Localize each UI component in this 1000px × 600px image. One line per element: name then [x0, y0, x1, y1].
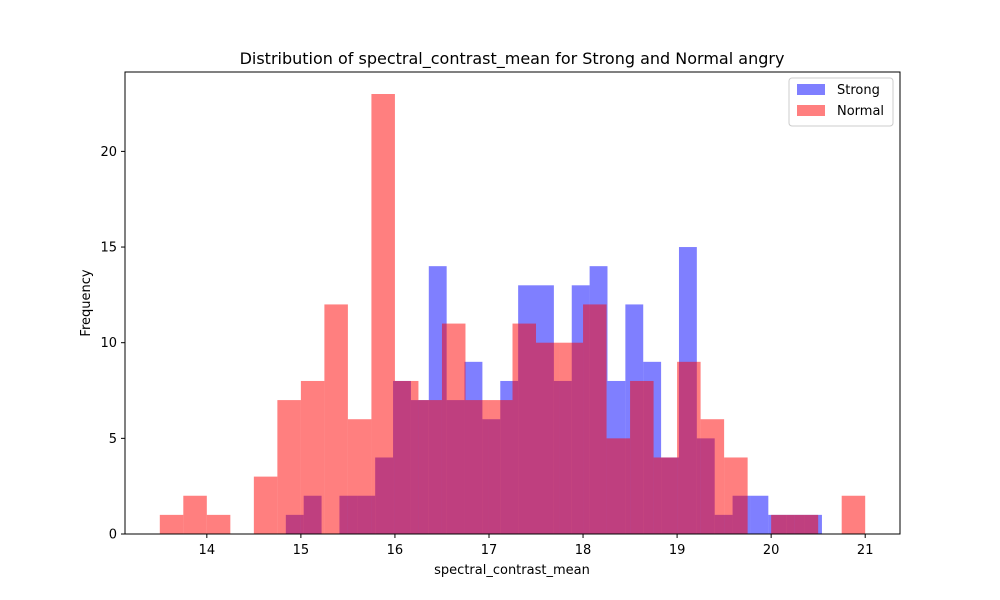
bar-normal-4: [253, 476, 278, 534]
bar-normal-6: [300, 380, 325, 534]
bar-normal-18: [583, 304, 607, 534]
bar-normal-21: [653, 457, 678, 534]
bar-normal-12: [441, 323, 466, 534]
bar-normal-23: [700, 419, 725, 534]
plot-frame: [124, 71, 901, 535]
y-axis: 0 5 10 15 20: [100, 145, 125, 543]
x-tick-label: 16: [387, 543, 404, 558]
bar-normal-10: [394, 380, 419, 534]
bar-normal-5: [277, 400, 301, 534]
legend: Strong Normal: [788, 77, 894, 127]
bar-normal-27: [794, 514, 819, 534]
bar-normal-7: [324, 304, 348, 534]
x-axis: 14 15 16 17 18 19 20 21: [199, 534, 874, 558]
bar-normal-17: [559, 342, 584, 534]
bar-normal-0: [159, 514, 184, 534]
y-tick-label: 0: [109, 528, 117, 543]
legend-label-strong: Strong: [837, 83, 880, 98]
x-axis-label: spectral_contrast_mean: [434, 563, 590, 578]
bar-normal-13: [465, 400, 489, 534]
bar-normal-16: [536, 342, 560, 534]
bar-normal-29: [841, 495, 866, 534]
series-normal: [159, 94, 866, 534]
bar-normal-20: [630, 380, 654, 534]
bar-normal-1: [183, 495, 207, 534]
bar-normal-8: [347, 419, 372, 534]
x-tick-label: 19: [669, 543, 686, 558]
y-tick-label: 20: [100, 145, 117, 160]
bar-normal-15: [512, 323, 537, 534]
x-tick-label: 14: [199, 543, 216, 558]
x-tick-label: 17: [481, 543, 498, 558]
bar-normal-9: [371, 94, 395, 534]
x-tick-label: 20: [763, 543, 780, 558]
legend-label-normal: Normal: [837, 104, 884, 119]
bar-normal-11: [418, 400, 442, 534]
x-tick-label: 15: [293, 543, 310, 558]
bar-normal-2: [206, 514, 231, 534]
y-tick-label: 10: [100, 336, 117, 351]
y-tick-label: 5: [109, 432, 117, 447]
bar-strong-26: [750, 495, 769, 534]
bar-normal-24: [724, 457, 748, 534]
y-tick-label: 15: [100, 241, 117, 256]
y-axis-label: Frequency: [79, 269, 94, 336]
legend-swatch-strong: [797, 84, 825, 95]
x-tick-label: 21: [857, 543, 874, 558]
bar-normal-19: [606, 438, 631, 534]
x-tick-label: 18: [575, 543, 592, 558]
bars-layer: [159, 94, 866, 535]
bar-normal-22: [677, 361, 701, 534]
legend-swatch-normal: [797, 105, 825, 116]
bar-normal-14: [488, 400, 513, 534]
bar-normal-26: [771, 514, 795, 534]
chart-title: Distribution of spectral_contrast_mean f…: [240, 49, 785, 69]
